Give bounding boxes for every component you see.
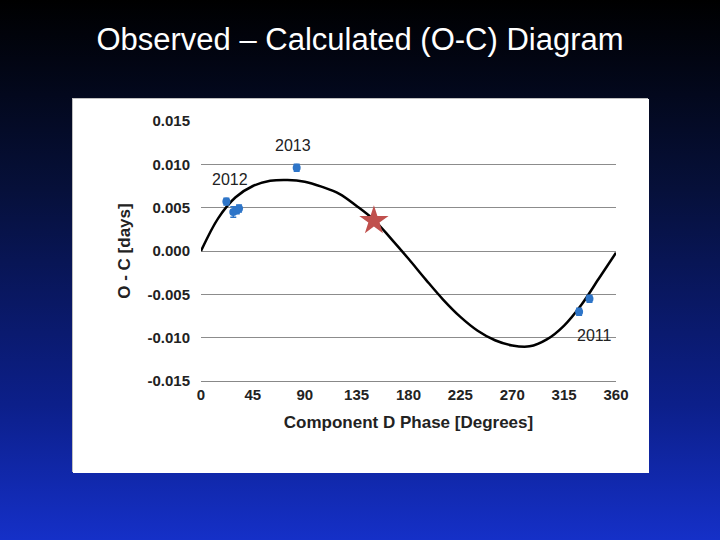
- svg-text:180: 180: [396, 386, 421, 403]
- html-text:Observed – Calculated (O-C) Di: Observed – Calculated (O-C) Diagram: [96, 22, 624, 57]
- svg-text:O - C [days]: O - C [days]: [115, 203, 134, 298]
- svg-text:Component D Phase [Degrees]: Component D Phase [Degrees]: [284, 413, 533, 432]
- svg-text:0.005: 0.005: [152, 199, 190, 216]
- svg-text:-0.005: -0.005: [147, 286, 190, 303]
- svg-text:270: 270: [500, 386, 525, 403]
- svg-text:225: 225: [448, 386, 473, 403]
- svg-text:0: 0: [197, 386, 205, 403]
- svg-text:45: 45: [245, 386, 262, 403]
- svg-text:0.010: 0.010: [152, 156, 190, 173]
- svg-text:2011: 2011: [577, 327, 612, 344]
- svg-text:2013: 2013: [275, 137, 311, 154]
- svg-text:315: 315: [552, 386, 577, 403]
- svg-text:0.000: 0.000: [152, 242, 190, 259]
- svg-text:0.015: 0.015: [152, 112, 190, 129]
- svg-text:2012: 2012: [212, 171, 248, 188]
- svg-text:90: 90: [296, 386, 313, 403]
- svg-text:-0.015: -0.015: [147, 372, 190, 389]
- svg-text:135: 135: [344, 386, 369, 403]
- svg-text:360: 360: [603, 386, 628, 403]
- svg-text:-0.010: -0.010: [147, 329, 190, 346]
